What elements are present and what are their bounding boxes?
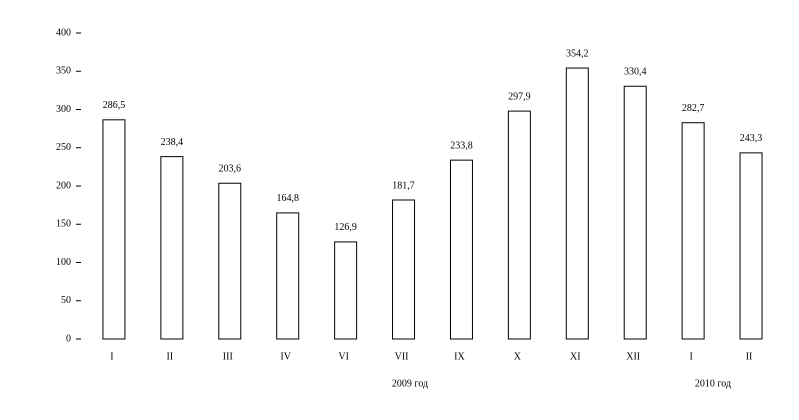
x-tick-label: I <box>689 351 692 362</box>
value-label: 282,7 <box>682 103 705 114</box>
year-label: 2010 год <box>695 378 731 389</box>
bar <box>392 199 416 340</box>
value-label: 238,4 <box>161 137 184 148</box>
y-tick-label: 50 <box>61 295 71 306</box>
bar <box>681 122 705 340</box>
y-tick-label: 150 <box>56 219 71 230</box>
bar <box>565 67 589 340</box>
value-label: 164,8 <box>276 193 299 204</box>
value-label: 203,6 <box>219 164 242 175</box>
value-label: 126,9 <box>334 222 357 233</box>
y-tick-label: 400 <box>56 27 71 38</box>
bar <box>276 212 300 340</box>
x-tick-label: II <box>167 351 174 362</box>
bar <box>449 159 473 340</box>
bar <box>218 182 242 340</box>
value-label: 297,9 <box>508 91 531 102</box>
x-tick-label: XI <box>570 351 581 362</box>
y-tick-label: 0 <box>66 333 71 344</box>
y-tick-label: 100 <box>56 257 71 268</box>
bar <box>102 119 126 340</box>
y-tick-label: 200 <box>56 180 71 191</box>
y-tick-label: 300 <box>56 104 71 115</box>
x-tick-label: VII <box>395 351 409 362</box>
x-tick-label: XII <box>626 351 640 362</box>
x-tick-label: IV <box>280 351 291 362</box>
bar <box>623 85 647 340</box>
x-tick-label: VI <box>338 351 349 362</box>
value-label: 243,3 <box>740 133 763 144</box>
value-label: 286,5 <box>103 100 126 111</box>
y-tick-label: 250 <box>56 142 71 153</box>
value-label: 330,4 <box>624 67 647 78</box>
bar <box>160 156 184 340</box>
value-label: 354,2 <box>566 48 589 59</box>
x-tick-label: IX <box>454 351 465 362</box>
x-tick-label: I <box>110 351 113 362</box>
bar <box>507 110 531 340</box>
bar <box>739 152 763 340</box>
x-tick-label: X <box>514 351 522 362</box>
bar <box>334 241 358 340</box>
value-label: 181,7 <box>392 180 415 191</box>
x-tick-label: II <box>746 351 753 362</box>
year-label: 2009 год <box>392 378 428 389</box>
x-tick-label: III <box>223 351 233 362</box>
y-tick-label: 350 <box>56 66 71 77</box>
value-label: 233,8 <box>450 140 473 151</box>
